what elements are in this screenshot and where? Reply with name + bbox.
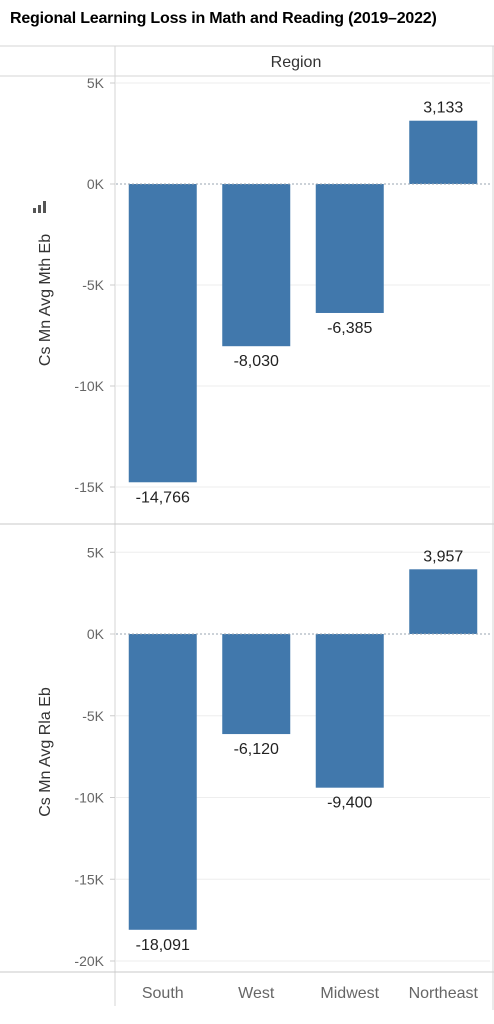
data-label: -6,385 [327,320,372,337]
data-label: -8,030 [234,353,279,370]
bar-midwest [315,634,384,788]
y-tick-label: 5K [87,75,105,91]
y-axis-title-bottom: Cs Mn Avg Rla Eb [37,687,54,817]
y-tick-label: -5K [82,708,104,724]
y-tick-label: -10K [74,378,104,394]
y-tick-label: 0K [87,176,105,192]
panel-1: 5K 0K -5K -10K -15K -14,766 -8,030 -6,385 3,133 [74,75,490,506]
y-tick-label: -20K [74,953,104,969]
y-tick-label: 0K [87,626,105,642]
x-category-label: West [238,985,275,1002]
column-header: Region [271,54,322,71]
x-category-label: Midwest [320,985,379,1002]
x-category-label: South [142,985,184,1002]
panel-2: 5K 0K -5K -10K -15K -20K -18,091 -6,120 -9,400 3,… [74,544,490,969]
y-tick-label: -15K [74,479,104,495]
data-label: -18,091 [136,937,190,954]
data-label: -14,766 [136,489,190,506]
data-label: 3,957 [423,548,463,565]
y-tick-label: -10K [74,790,104,806]
y-tick-label: 5K [87,544,105,560]
data-label: -9,400 [327,795,372,812]
chart-frame [0,45,494,1010]
bar-midwest [315,184,384,313]
y-axis-title-top: Cs Mn Avg Mth Eb [37,234,54,366]
bar-west [222,184,291,347]
chart-panels: 5K0K-5K-10K-15K-14,766-8,030-6,3853,1335… [74,75,490,1002]
y-tick-label: -5K [82,277,104,293]
chart-title: Regional Learning Loss in Math and Readi… [10,10,437,27]
bar-chart-icon [33,201,46,213]
bar-west [222,634,291,735]
bar-northeast [409,569,478,634]
x-category-label: Northeast [409,985,479,1002]
data-label: -6,120 [234,741,279,758]
data-label: 3,133 [423,100,463,117]
y-tick-label: -15K [74,871,104,887]
bar-south [128,184,197,483]
bar-northeast [409,120,478,184]
bar-south [128,634,197,930]
